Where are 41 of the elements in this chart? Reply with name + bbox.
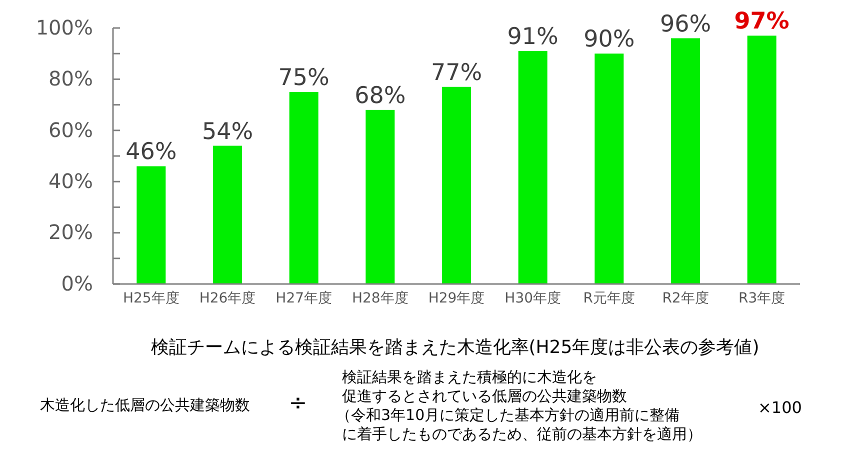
x-tick-label: H26年度 <box>199 290 256 306</box>
text: に着手したものであるため、従前の基本方針を適用） <box>342 425 702 443</box>
data-label: 54% <box>202 118 254 145</box>
data-label: 77% <box>430 60 482 86</box>
bar <box>518 51 548 284</box>
x-tick-label: H29年度 <box>428 290 485 306</box>
y-tick-label: 60% <box>48 118 93 142</box>
data-label: 46% <box>126 139 177 166</box>
data-label: 68% <box>354 82 406 109</box>
bar <box>289 92 318 284</box>
x-tick-label: R3年度 <box>738 290 786 306</box>
x-tick-label: R元年度 <box>583 290 636 306</box>
text: ×100 <box>758 398 802 417</box>
text: 検証結果を踏まえた積極的に木造化を <box>342 368 597 386</box>
data-label: 75% <box>278 65 330 91</box>
text: 木造化した低層の公共建築物数 <box>40 396 250 414</box>
bar <box>366 110 395 284</box>
bar <box>212 146 242 284</box>
bar <box>136 166 166 284</box>
x-tick-label: H27年度 <box>276 290 332 306</box>
y-tick-label: 100% <box>36 15 93 40</box>
y-tick-label: 0% <box>61 271 93 296</box>
x-tick-label: H28年度 <box>352 290 408 306</box>
x-tick-label: H25年度 <box>122 290 180 306</box>
bar <box>670 38 700 284</box>
bar <box>442 86 472 284</box>
x-tick-label: R2年度 <box>662 290 709 306</box>
x-tick-label: H30年度 <box>504 290 562 306</box>
bar <box>594 54 624 284</box>
text: ÷ <box>288 391 308 416</box>
data-label: 90% <box>584 26 635 53</box>
text: （令和3年10月に策定した基本方針の適用前に整備 <box>336 406 680 424</box>
y-tick-label: 80% <box>48 66 93 91</box>
bar <box>747 36 776 284</box>
text: 検証チームによる検証結果を踏まえた木造化率(H25年度は非公表の参考値) <box>150 337 760 358</box>
data-label: 91% <box>507 24 558 50</box>
y-tick-label: 20% <box>48 220 93 244</box>
data-label: 97% <box>734 8 790 35</box>
y-tick-label: 40% <box>48 169 93 193</box>
text: 促進するとされている低層の公共建築物数 <box>342 387 627 405</box>
data-label: 96% <box>660 11 712 38</box>
